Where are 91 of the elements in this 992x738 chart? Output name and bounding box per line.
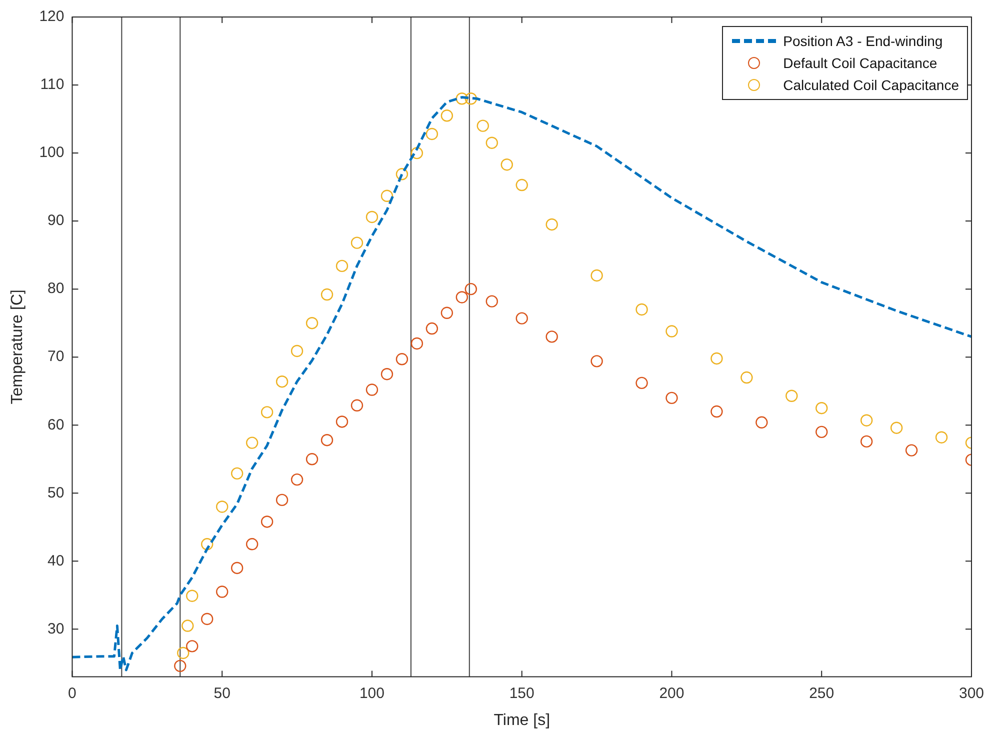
point bbox=[366, 210, 378, 224]
point bbox=[182, 620, 194, 632]
point bbox=[464, 92, 477, 105]
legend-label: Default Coil Capacitance bbox=[783, 55, 938, 71]
point bbox=[306, 453, 318, 466]
point bbox=[636, 376, 648, 390]
point bbox=[440, 306, 454, 319]
point bbox=[276, 375, 288, 388]
point bbox=[186, 590, 198, 602]
point bbox=[905, 444, 918, 456]
point bbox=[336, 416, 348, 428]
point bbox=[710, 405, 723, 418]
point bbox=[336, 260, 348, 272]
point bbox=[756, 416, 768, 429]
point bbox=[816, 426, 828, 438]
point bbox=[666, 325, 678, 338]
y-tick-label: 110 bbox=[40, 76, 64, 94]
point bbox=[860, 435, 873, 448]
x-tick-label: 100 bbox=[359, 684, 384, 702]
point bbox=[177, 646, 190, 660]
point bbox=[410, 146, 424, 160]
point bbox=[464, 282, 477, 296]
point bbox=[174, 660, 186, 672]
point bbox=[486, 136, 498, 149]
point bbox=[426, 322, 438, 335]
point bbox=[246, 436, 258, 449]
point bbox=[366, 384, 378, 396]
y-tick-label: 40 bbox=[48, 552, 64, 570]
point bbox=[216, 586, 228, 598]
point bbox=[516, 178, 528, 192]
point bbox=[320, 434, 334, 446]
legend-label: Calculated Coil Capacitance bbox=[783, 77, 959, 93]
point bbox=[636, 303, 648, 316]
y-tick-label: 120 bbox=[39, 8, 64, 26]
y-tick-label: 80 bbox=[48, 280, 64, 298]
point bbox=[486, 295, 498, 308]
point bbox=[890, 422, 903, 434]
point bbox=[230, 467, 244, 480]
point bbox=[216, 500, 228, 513]
point bbox=[410, 337, 424, 350]
point bbox=[350, 399, 364, 412]
y-tick-label: 90 bbox=[48, 212, 64, 230]
x-axis-title: Time [s] bbox=[494, 712, 550, 729]
legend-label: Position A3 - End-winding bbox=[783, 33, 943, 49]
point bbox=[860, 414, 873, 426]
point bbox=[456, 291, 468, 304]
point bbox=[320, 288, 334, 301]
point bbox=[396, 353, 408, 366]
y-tick-label: 60 bbox=[48, 416, 64, 434]
y-tick-label: 100 bbox=[39, 144, 64, 162]
point bbox=[786, 390, 798, 402]
point bbox=[740, 371, 753, 384]
point bbox=[290, 473, 304, 486]
point bbox=[500, 158, 513, 171]
point bbox=[350, 236, 364, 249]
point bbox=[710, 352, 723, 365]
point bbox=[380, 190, 394, 202]
point bbox=[546, 330, 558, 343]
point bbox=[816, 402, 828, 414]
point bbox=[246, 538, 258, 550]
point bbox=[186, 640, 198, 652]
y-tick-label: 50 bbox=[48, 484, 64, 502]
point bbox=[276, 494, 288, 506]
point bbox=[306, 316, 318, 330]
point bbox=[201, 612, 214, 626]
x-tick-label: 200 bbox=[659, 684, 684, 702]
point bbox=[290, 344, 304, 358]
y-axis-title: Temperature [C] bbox=[9, 290, 26, 404]
point bbox=[260, 406, 274, 418]
x-tick-label: 50 bbox=[214, 684, 230, 702]
point bbox=[440, 110, 454, 122]
point bbox=[666, 392, 678, 404]
point bbox=[380, 368, 394, 380]
point bbox=[935, 431, 948, 444]
point bbox=[590, 355, 603, 368]
point bbox=[426, 128, 438, 140]
x-tick-label: 300 bbox=[958, 684, 984, 702]
point bbox=[476, 120, 489, 132]
point bbox=[396, 168, 408, 180]
point bbox=[546, 218, 558, 231]
x-tick-label: 150 bbox=[509, 684, 534, 702]
y-tick-label: 30 bbox=[48, 620, 64, 638]
point bbox=[201, 538, 214, 550]
point bbox=[260, 516, 274, 528]
x-tick-label: 0 bbox=[68, 684, 76, 702]
point bbox=[456, 92, 468, 105]
point bbox=[590, 269, 603, 282]
point bbox=[230, 562, 244, 574]
x-tick-label: 250 bbox=[809, 684, 834, 702]
y-tick-label: 70 bbox=[48, 348, 64, 366]
point bbox=[516, 312, 528, 324]
